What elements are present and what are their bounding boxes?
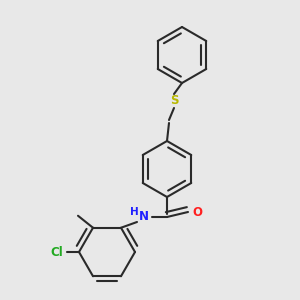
Text: O: O xyxy=(192,206,202,218)
Text: S: S xyxy=(170,94,178,107)
Text: N: N xyxy=(139,211,149,224)
Text: Cl: Cl xyxy=(51,245,63,259)
Text: H: H xyxy=(130,207,138,217)
